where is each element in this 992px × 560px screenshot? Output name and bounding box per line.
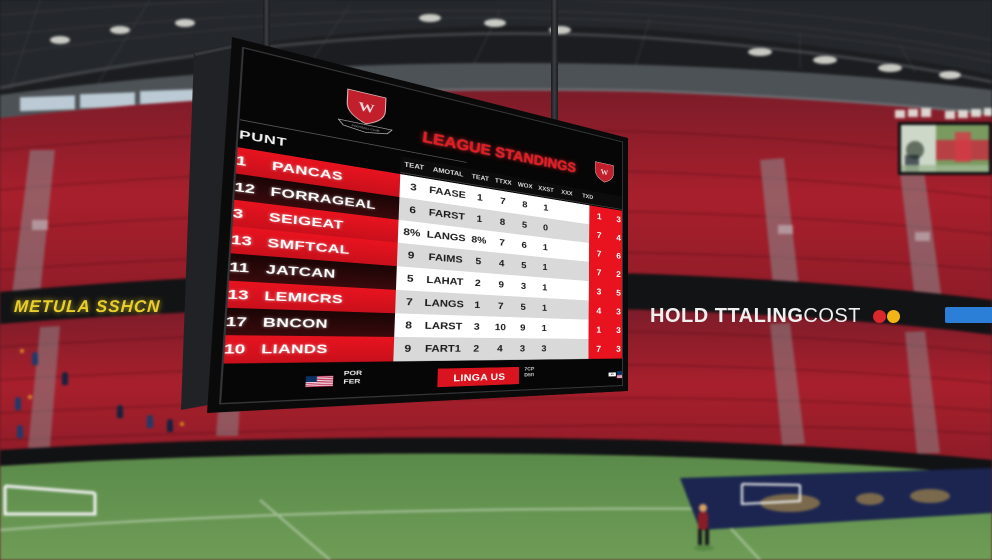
svg-text:FOOTBALL CLUB: FOOTBALL CLUB	[352, 124, 380, 133]
svg-text:W: W	[601, 168, 609, 178]
svg-text:ES: ES	[611, 373, 614, 376]
